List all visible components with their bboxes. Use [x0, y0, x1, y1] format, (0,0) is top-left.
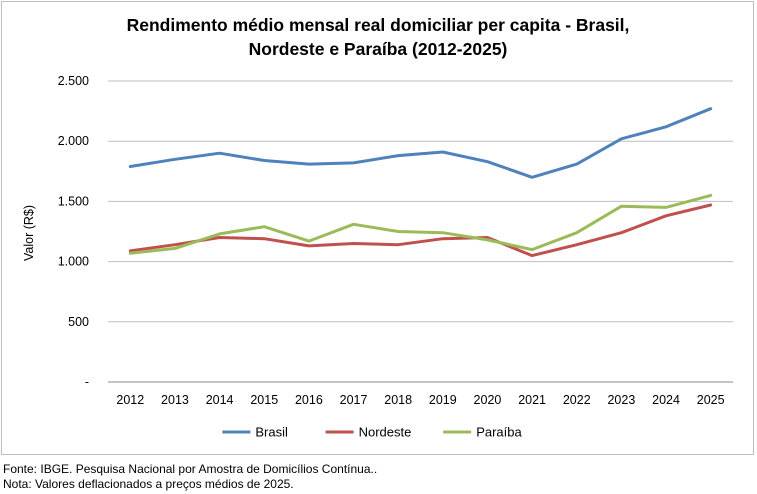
series-line-brasil [128, 107, 713, 179]
y-axis-label: Valor (R$) [22, 205, 36, 261]
y-tick-label: 1.500 [58, 194, 89, 208]
x-tick-label: 2017 [340, 393, 368, 407]
chart-title-line-2: Nordeste e Paraíba (2012-2025) [249, 39, 508, 59]
x-tick-label: 2021 [518, 393, 546, 407]
deflation-note: Nota: Valores deflacionados a preços méd… [3, 477, 294, 491]
x-tick-label: 2012 [116, 393, 144, 407]
series-lines [128, 107, 713, 258]
y-tick-label: 2.500 [58, 74, 89, 88]
y-tick-label: - [85, 375, 89, 389]
y-tick-label: 500 [68, 315, 89, 329]
legend-label: Paraíba [476, 425, 522, 440]
legend-label: Nordeste [359, 425, 412, 440]
legend-label: Brasil [255, 425, 288, 440]
x-tick-label: 2015 [250, 393, 278, 407]
x-tick-label: 2016 [295, 393, 323, 407]
x-tick-label: 2014 [206, 393, 234, 407]
chart-title-line-1: Rendimento médio mensal real domiciliar … [127, 15, 630, 35]
x-tick-label: 2023 [607, 393, 635, 407]
series-line-para-ba [128, 193, 713, 255]
y-axis-ticks: - 500 1.000 1.500 2.000 2.500 [58, 74, 89, 389]
series-line-nordeste [128, 203, 713, 258]
x-axis-ticks: 2012 2013 2014 2015 2016 2017 2018 2019 2020 2021… [116, 393, 724, 407]
source-note: Fonte: IBGE. Pesquisa Nacional por Amost… [3, 462, 378, 476]
legend: Brasil Nordeste Paraíba [222, 425, 523, 440]
x-tick-label: 2022 [563, 393, 591, 407]
x-tick-label: 2019 [429, 393, 457, 407]
x-tick-label: 2013 [161, 393, 189, 407]
x-tick-label: 2018 [384, 393, 412, 407]
y-tick-label: 2.000 [58, 134, 89, 148]
x-tick-label: 2025 [697, 393, 725, 407]
x-tick-label: 2020 [474, 393, 502, 407]
y-tick-label: 1.000 [58, 255, 89, 269]
x-tick-label: 2024 [652, 393, 680, 407]
line-chart: Rendimento médio mensal real domiciliar … [22, 15, 733, 440]
gridlines [108, 80, 733, 383]
